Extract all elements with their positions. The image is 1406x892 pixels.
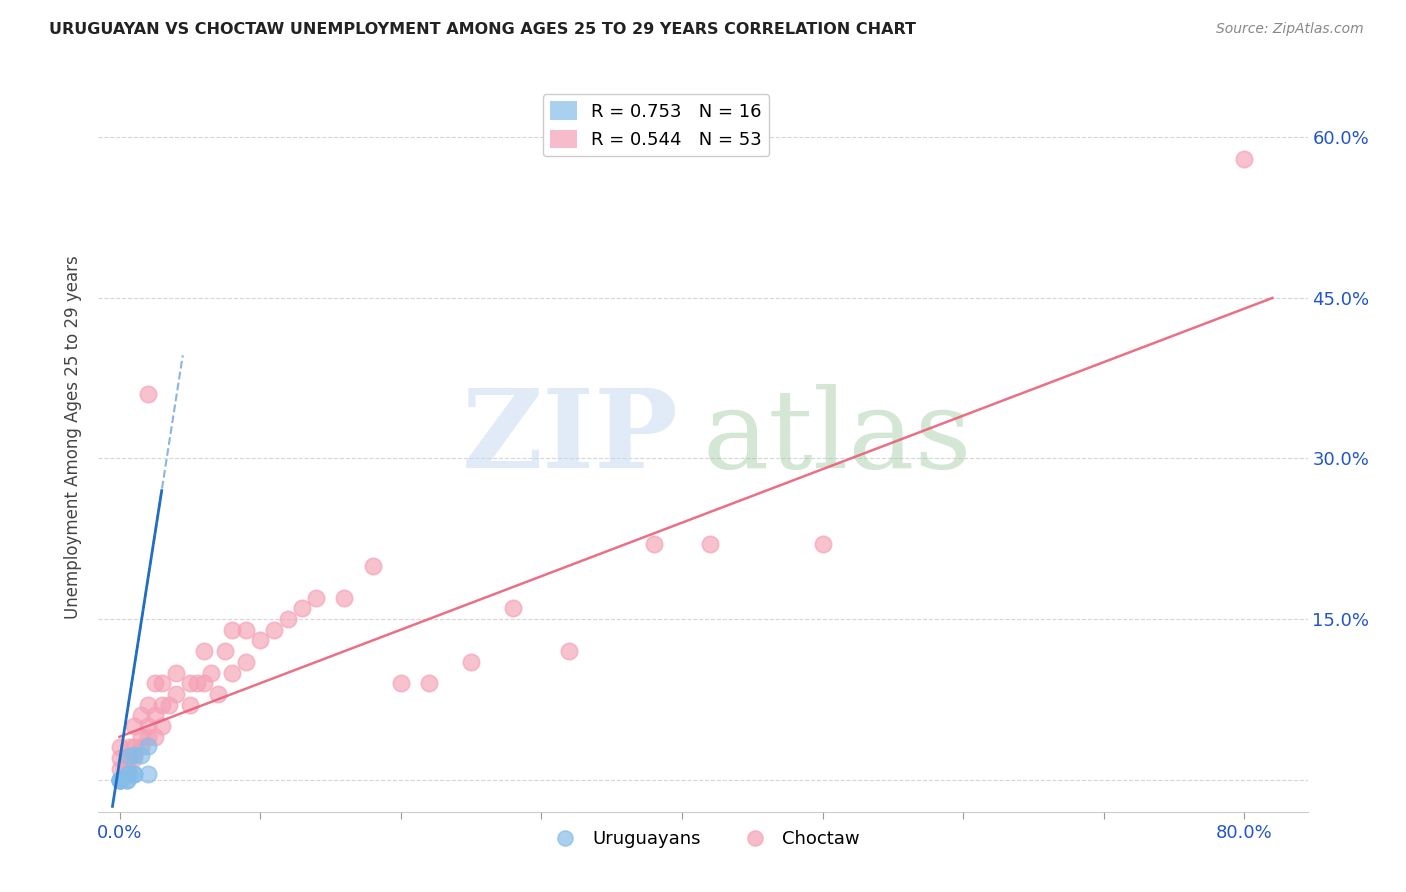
Point — [200, 665, 222, 680]
Point — [136, 767, 159, 781]
Point — [115, 772, 138, 787]
Point — [122, 740, 145, 755]
Point — [699, 537, 721, 551]
Point — [115, 762, 138, 776]
Point — [108, 772, 131, 787]
Point — [122, 767, 145, 781]
Point — [129, 740, 152, 755]
Text: URUGUAYAN VS CHOCTAW UNEMPLOYMENT AMONG AGES 25 TO 29 YEARS CORRELATION CHART: URUGUAYAN VS CHOCTAW UNEMPLOYMENT AMONG … — [49, 22, 917, 37]
Text: Source: ZipAtlas.com: Source: ZipAtlas.com — [1216, 22, 1364, 37]
Point — [118, 767, 141, 781]
Point — [108, 740, 131, 755]
Point — [165, 687, 187, 701]
Point — [193, 676, 215, 690]
Point — [150, 719, 173, 733]
Point — [277, 612, 299, 626]
Point — [118, 751, 141, 765]
Point — [122, 751, 145, 765]
Point — [418, 676, 440, 690]
Point — [186, 676, 208, 690]
Point — [179, 698, 201, 712]
Point — [115, 772, 138, 787]
Point — [143, 730, 166, 744]
Point — [811, 537, 834, 551]
Point — [249, 633, 271, 648]
Point — [1233, 152, 1256, 166]
Point — [118, 740, 141, 755]
Point — [305, 591, 328, 605]
Point — [108, 751, 131, 765]
Point — [179, 676, 201, 690]
Point — [108, 762, 131, 776]
Point — [643, 537, 665, 551]
Legend: Uruguayans, Choctaw: Uruguayans, Choctaw — [540, 822, 866, 855]
Point — [143, 708, 166, 723]
Point — [558, 644, 581, 658]
Point — [165, 665, 187, 680]
Point — [108, 772, 131, 787]
Point — [221, 623, 243, 637]
Point — [129, 730, 152, 744]
Point — [108, 772, 131, 787]
Point — [389, 676, 412, 690]
Point — [502, 601, 524, 615]
Point — [122, 767, 145, 781]
Point — [333, 591, 356, 605]
Point — [150, 698, 173, 712]
Point — [143, 676, 166, 690]
Point — [115, 767, 138, 781]
Point — [118, 749, 141, 764]
Point — [460, 655, 482, 669]
Point — [263, 623, 285, 637]
Point — [115, 751, 138, 765]
Point — [136, 739, 159, 754]
Point — [136, 730, 159, 744]
Y-axis label: Unemployment Among Ages 25 to 29 years: Unemployment Among Ages 25 to 29 years — [65, 255, 83, 619]
Text: atlas: atlas — [703, 384, 973, 491]
Point — [361, 558, 384, 573]
Point — [129, 747, 152, 762]
Point — [235, 623, 257, 637]
Point — [150, 676, 173, 690]
Point — [136, 698, 159, 712]
Point — [108, 772, 131, 787]
Point — [157, 698, 180, 712]
Point — [122, 747, 145, 762]
Point — [235, 655, 257, 669]
Point — [129, 708, 152, 723]
Point — [122, 719, 145, 733]
Point — [207, 687, 229, 701]
Point — [193, 644, 215, 658]
Point — [291, 601, 314, 615]
Point — [221, 665, 243, 680]
Point — [214, 644, 236, 658]
Point — [136, 387, 159, 401]
Point — [136, 719, 159, 733]
Point — [108, 772, 131, 787]
Text: ZIP: ZIP — [463, 384, 679, 491]
